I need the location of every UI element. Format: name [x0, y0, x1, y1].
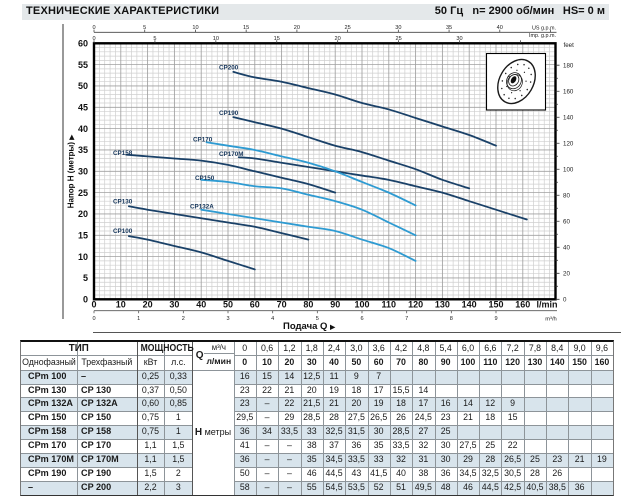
svg-text:CP132A: CP132A — [190, 204, 214, 211]
svg-text:l/min: l/min — [536, 300, 557, 310]
svg-text:m³/h: m³/h — [545, 317, 557, 323]
svg-text:10: 10 — [78, 252, 88, 262]
svg-text:110: 110 — [382, 300, 397, 310]
svg-text:140: 140 — [462, 300, 477, 310]
svg-text:30: 30 — [456, 36, 462, 42]
svg-text:15: 15 — [78, 231, 88, 241]
svg-text:80: 80 — [563, 192, 570, 199]
svg-text:150: 150 — [488, 300, 503, 310]
svg-text:20: 20 — [563, 270, 570, 277]
svg-text:0: 0 — [91, 300, 96, 310]
svg-text:15: 15 — [274, 36, 280, 42]
svg-text:80: 80 — [303, 300, 313, 310]
svg-text:5: 5 — [153, 36, 156, 42]
svg-text:100: 100 — [354, 300, 369, 310]
svg-text:7: 7 — [405, 316, 408, 322]
svg-text:25: 25 — [78, 188, 88, 198]
svg-text:120: 120 — [408, 300, 423, 310]
svg-text:US g.p.m.: US g.p.m. — [532, 25, 556, 31]
svg-text:8: 8 — [450, 316, 453, 322]
svg-text:5: 5 — [83, 273, 88, 283]
svg-text:50: 50 — [78, 81, 88, 91]
svg-text:3: 3 — [226, 316, 229, 322]
svg-text:20: 20 — [335, 36, 341, 42]
svg-text:60: 60 — [563, 218, 570, 225]
svg-text:feet: feet — [564, 42, 575, 49]
svg-text:160: 160 — [515, 300, 530, 310]
svg-text:30: 30 — [169, 300, 179, 310]
svg-text:40: 40 — [563, 244, 570, 251]
svg-text:60: 60 — [250, 300, 260, 310]
svg-text:45: 45 — [78, 103, 88, 113]
svg-text:55: 55 — [78, 60, 88, 70]
svg-text:35: 35 — [446, 25, 452, 31]
svg-text:2: 2 — [182, 316, 185, 322]
svg-text:30: 30 — [78, 167, 88, 177]
svg-text:40: 40 — [196, 300, 206, 310]
svg-text:10: 10 — [192, 25, 198, 31]
svg-text:0: 0 — [92, 36, 95, 42]
svg-text:10: 10 — [213, 36, 219, 42]
svg-text:40: 40 — [78, 124, 88, 134]
svg-text:0: 0 — [92, 25, 95, 31]
svg-text:25: 25 — [345, 25, 351, 31]
svg-text:15: 15 — [243, 25, 249, 31]
svg-text:0: 0 — [83, 295, 88, 305]
svg-text:4: 4 — [271, 316, 274, 322]
svg-text:Imp. g.p.m.: Imp. g.p.m. — [529, 33, 556, 39]
svg-text:CP170: CP170 — [193, 136, 213, 143]
svg-text:70: 70 — [277, 300, 287, 310]
svg-text:6: 6 — [360, 316, 363, 322]
svg-text:180: 180 — [563, 62, 574, 69]
svg-text:0: 0 — [563, 297, 567, 304]
svg-text:90: 90 — [330, 300, 340, 310]
svg-text:130: 130 — [435, 300, 450, 310]
svg-text:5: 5 — [316, 316, 319, 322]
svg-text:CP100: CP100 — [113, 228, 133, 235]
svg-text:60: 60 — [78, 39, 88, 49]
svg-text:9: 9 — [494, 316, 497, 322]
svg-text:35: 35 — [78, 145, 88, 155]
svg-text:0: 0 — [92, 316, 95, 322]
svg-text:40: 40 — [497, 25, 503, 31]
svg-text:10: 10 — [116, 300, 126, 310]
svg-text:1: 1 — [137, 316, 140, 322]
svg-text:CP130: CP130 — [113, 198, 133, 205]
svg-text:120: 120 — [563, 140, 574, 147]
svg-text:100: 100 — [563, 166, 574, 173]
svg-text:CP150: CP150 — [195, 175, 215, 182]
svg-text:50: 50 — [223, 300, 233, 310]
svg-text:20: 20 — [143, 300, 153, 310]
svg-text:CP170M: CP170M — [219, 151, 244, 158]
svg-text:CP190: CP190 — [219, 110, 239, 117]
svg-text:20: 20 — [294, 25, 300, 31]
svg-text:25: 25 — [395, 36, 401, 42]
svg-text:140: 140 — [563, 114, 574, 121]
svg-text:30: 30 — [395, 25, 401, 31]
svg-text:5: 5 — [143, 25, 146, 31]
svg-text:160: 160 — [563, 88, 574, 95]
svg-text:CP200: CP200 — [219, 64, 239, 71]
svg-text:20: 20 — [78, 209, 88, 219]
svg-text:CP158: CP158 — [113, 150, 133, 157]
